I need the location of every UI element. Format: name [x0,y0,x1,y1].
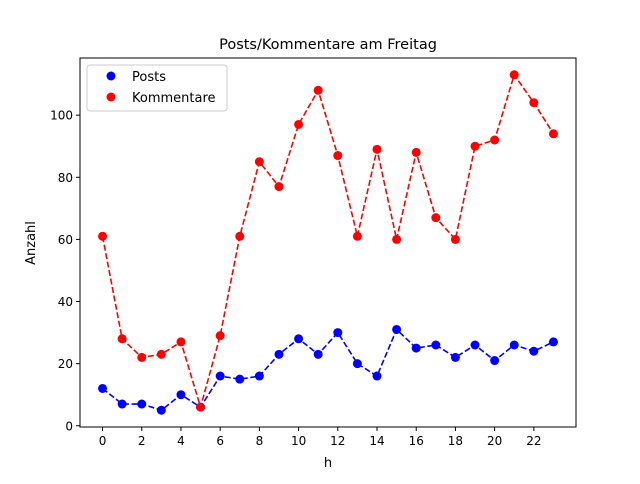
x-tick-label: 8 [256,434,264,448]
y-tick-label: 20 [58,357,73,371]
data-point-posts [274,349,284,359]
data-point-kommentare [98,231,108,241]
data-point-posts [235,374,245,384]
data-point-posts [313,349,323,359]
data-point-kommentare [392,234,402,244]
data-point-kommentare [548,129,558,139]
data-point-posts [156,405,166,415]
x-tick-label: 16 [409,434,424,448]
data-point-posts [529,346,539,356]
data-point-kommentare [156,349,166,359]
data-point-kommentare [235,231,245,241]
x-tick-label: 18 [448,434,463,448]
data-point-posts [490,356,500,366]
legend-box [86,64,228,112]
data-point-kommentare [490,135,500,145]
data-point-posts [548,337,558,347]
data-point-kommentare [372,144,382,154]
x-axis-label: h [324,456,332,471]
y-axis: 0 20 40 60 80 100 [50,109,80,433]
series-line-kommentare [101,72,555,411]
data-point-kommentare [529,98,539,108]
plot-area [98,70,558,415]
y-tick-label: 40 [58,295,73,309]
x-tick-label: 20 [487,434,502,448]
data-point-posts [372,371,382,381]
data-point-kommentare [254,157,264,167]
legend-label-posts: Posts [132,70,166,85]
data-point-posts [215,371,225,381]
data-point-posts [117,399,127,409]
x-tick-label: 0 [99,434,107,448]
data-point-posts [333,328,343,338]
x-tick-label: 10 [291,434,306,448]
data-point-kommentare [196,402,206,412]
data-point-kommentare [274,182,284,192]
y-tick-label: 60 [58,233,73,247]
data-point-kommentare [137,352,147,362]
x-axis: 0 2 4 6 8 10 12 14 16 18 20 22 [99,427,541,448]
data-point-kommentare [117,334,127,344]
data-point-posts [176,390,186,400]
data-point-posts [352,359,362,369]
legend-marker-kommentare [106,92,116,102]
data-point-kommentare [215,331,225,341]
x-tick-label: 2 [138,434,146,448]
data-point-posts [470,340,480,350]
x-tick-label: 14 [369,434,384,448]
data-point-kommentare [294,119,304,129]
x-tick-label: 12 [330,434,345,448]
y-axis-label: Anzahl [24,221,39,265]
x-tick-label: 4 [177,434,185,448]
legend: Posts Kommentare [86,64,228,112]
data-point-kommentare [450,234,460,244]
x-tick-label: 22 [526,434,541,448]
data-point-kommentare [509,70,519,80]
data-point-posts [137,399,147,409]
data-point-kommentare [411,147,421,157]
x-tick-label: 6 [216,434,224,448]
data-point-kommentare [176,337,186,347]
data-point-posts [294,334,304,344]
data-point-kommentare [313,85,323,95]
data-point-posts [392,324,402,334]
data-point-kommentare [470,141,480,151]
y-tick-label: 0 [65,419,73,433]
data-point-posts [450,352,460,362]
legend-label-kommentare: Kommentare [132,91,216,106]
data-point-kommentare [333,151,343,161]
chart-title: Posts/Kommentare am Freitag [219,37,437,53]
data-point-posts [98,383,108,393]
data-point-posts [411,343,421,353]
data-point-kommentare [431,213,441,223]
data-point-posts [509,340,519,350]
legend-marker-posts [106,71,116,81]
y-tick-label: 80 [58,171,73,185]
series-line-posts [102,328,554,412]
data-point-kommentare [352,231,362,241]
y-tick-label: 100 [50,109,73,123]
data-point-posts [431,340,441,350]
data-point-posts [254,371,264,381]
axes-frame [79,57,577,428]
